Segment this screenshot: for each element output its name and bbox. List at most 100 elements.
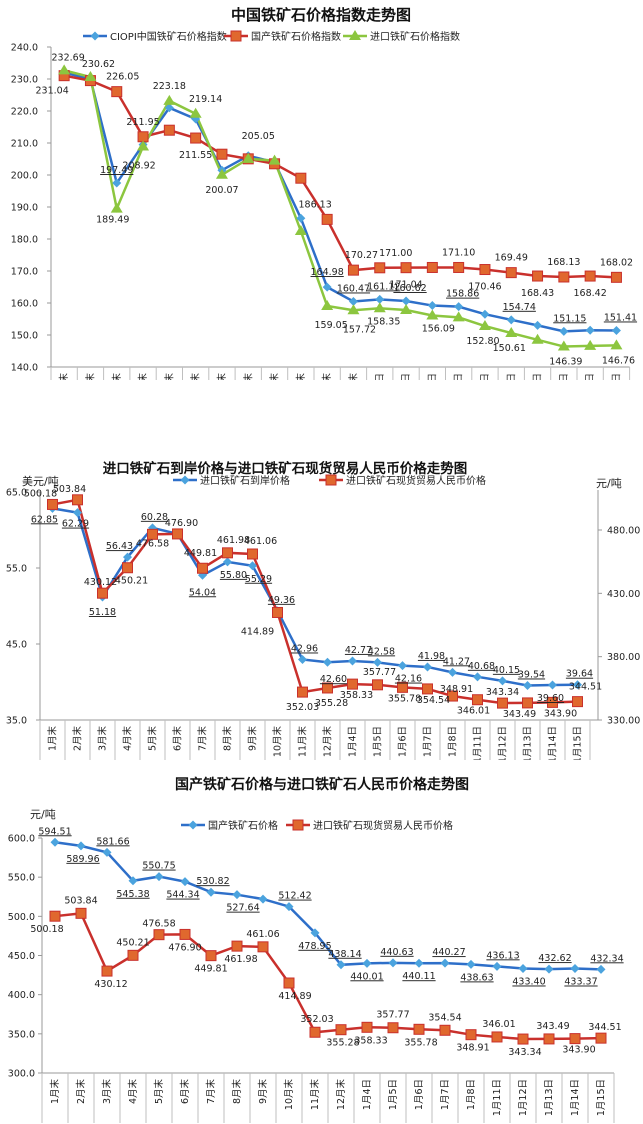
square-marker: [257, 941, 269, 953]
square-marker: [101, 965, 113, 977]
x-tick-label: 1月6日: [427, 373, 438, 380]
data-label: 170.46: [468, 282, 501, 293]
x-tick-label: 12月末: [347, 373, 359, 380]
triangle-marker: [557, 340, 570, 351]
y-axis-unit: 元/吨: [30, 808, 56, 821]
data-label: 55.29: [245, 574, 272, 585]
data-label: 357.77: [376, 1010, 409, 1021]
square-marker: [47, 498, 58, 510]
data-label: 450.21: [116, 937, 149, 948]
diamond-marker: [232, 890, 242, 900]
diamond-marker: [440, 958, 450, 968]
data-label: 433.40: [512, 977, 545, 988]
data-label: 545.38: [116, 889, 149, 900]
triangle-marker: [610, 339, 623, 350]
data-label: 171.10: [442, 247, 475, 258]
diamond-marker: [401, 296, 411, 306]
square-marker: [127, 949, 139, 961]
data-label: 158.86: [446, 289, 479, 300]
y-axis-left-unit: 美元/吨: [22, 475, 59, 488]
diamond-marker: [423, 662, 432, 672]
square-marker: [547, 696, 558, 708]
data-label: 219.14: [189, 94, 222, 105]
diamond-marker: [544, 964, 554, 974]
diamond-marker: [206, 887, 216, 897]
triangle-marker: [505, 327, 518, 338]
square-marker: [309, 1026, 321, 1038]
diamond-marker: [373, 657, 382, 667]
x-tick-label: 1月5日: [401, 373, 412, 380]
square-marker: [137, 131, 149, 143]
square-marker: [292, 819, 304, 831]
square-marker: [97, 587, 108, 599]
data-label: 449.81: [194, 964, 227, 975]
square-marker: [231, 940, 243, 952]
square-marker: [75, 907, 87, 919]
diamond-marker: [90, 31, 100, 41]
diamond-marker: [585, 325, 595, 335]
data-label: 39.60: [537, 693, 564, 704]
square-marker: [321, 213, 333, 225]
triangle-marker: [452, 311, 465, 322]
diamond-marker: [298, 655, 307, 665]
square-marker: [387, 1022, 399, 1034]
triangle-marker: [84, 71, 97, 82]
triangle-marker: [242, 152, 255, 163]
data-label: 54.04: [189, 587, 216, 598]
square-marker: [413, 1023, 425, 1035]
diamond-marker: [73, 508, 82, 518]
diamond-marker: [573, 680, 582, 690]
chart-title: 进口铁矿石到岸价格与进口铁矿石现货贸易人民币价格走势图: [103, 460, 468, 477]
x-tick-label: 1月13日: [559, 373, 570, 380]
data-label: 354.54: [417, 695, 450, 706]
x-tick-label: 3月末: [101, 1079, 113, 1105]
y-right-tick-label: 330.00: [607, 716, 640, 727]
diamond-marker: [322, 282, 332, 292]
data-label: 476.58: [142, 919, 175, 930]
data-label: 478.95: [298, 941, 331, 952]
data-label: 56.43: [106, 541, 133, 552]
data-label: 42.58: [368, 646, 395, 657]
square-marker: [147, 528, 158, 540]
data-label: 42.16: [395, 674, 422, 685]
square-marker: [153, 929, 165, 941]
x-tick-label: 9月末: [247, 726, 259, 752]
diamond-marker: [611, 325, 621, 335]
data-label: 440.63: [380, 947, 413, 958]
data-label: 39.64: [566, 669, 593, 680]
square-marker: [569, 1033, 581, 1045]
data-label: 344.51: [588, 1022, 621, 1033]
data-label: 40.68: [468, 661, 495, 672]
diamond-marker: [102, 847, 112, 857]
square-marker: [497, 697, 508, 709]
data-label: 159.05: [315, 320, 348, 331]
square-marker: [272, 606, 283, 618]
data-label: 55.80: [220, 570, 247, 581]
y-tick-label: 170.0: [11, 267, 38, 278]
square-marker: [400, 262, 412, 274]
x-tick-label: 2月末: [84, 373, 96, 380]
diamond-marker: [506, 315, 516, 325]
y-left-tick-label: 65.0: [6, 488, 27, 499]
square-marker: [205, 950, 217, 962]
x-tick-label: 1月11日: [473, 726, 484, 760]
y-tick-label: 160.0: [11, 299, 38, 310]
data-label: 160.47: [337, 283, 370, 294]
square-marker: [491, 1031, 503, 1043]
x-tick-label: 12月末: [322, 726, 334, 758]
x-tick-label: 5月末: [153, 1079, 165, 1105]
triangle-marker: [400, 304, 413, 315]
x-tick-label: 6月末: [172, 726, 184, 752]
data-label: 211.95: [126, 117, 159, 128]
square-marker: [179, 928, 191, 940]
data-label: 512.42: [278, 891, 311, 902]
data-label: 433.37: [564, 977, 597, 988]
diamond-marker: [336, 960, 346, 970]
square-marker: [472, 694, 483, 706]
data-label: 503.84: [64, 895, 97, 906]
y-tick-label: 350.0: [8, 1029, 35, 1040]
series-line: [54, 841, 602, 971]
data-label: 223.18: [153, 81, 186, 92]
x-tick-label: 5月末: [147, 726, 159, 752]
x-tick-label: 9月末: [269, 373, 281, 380]
